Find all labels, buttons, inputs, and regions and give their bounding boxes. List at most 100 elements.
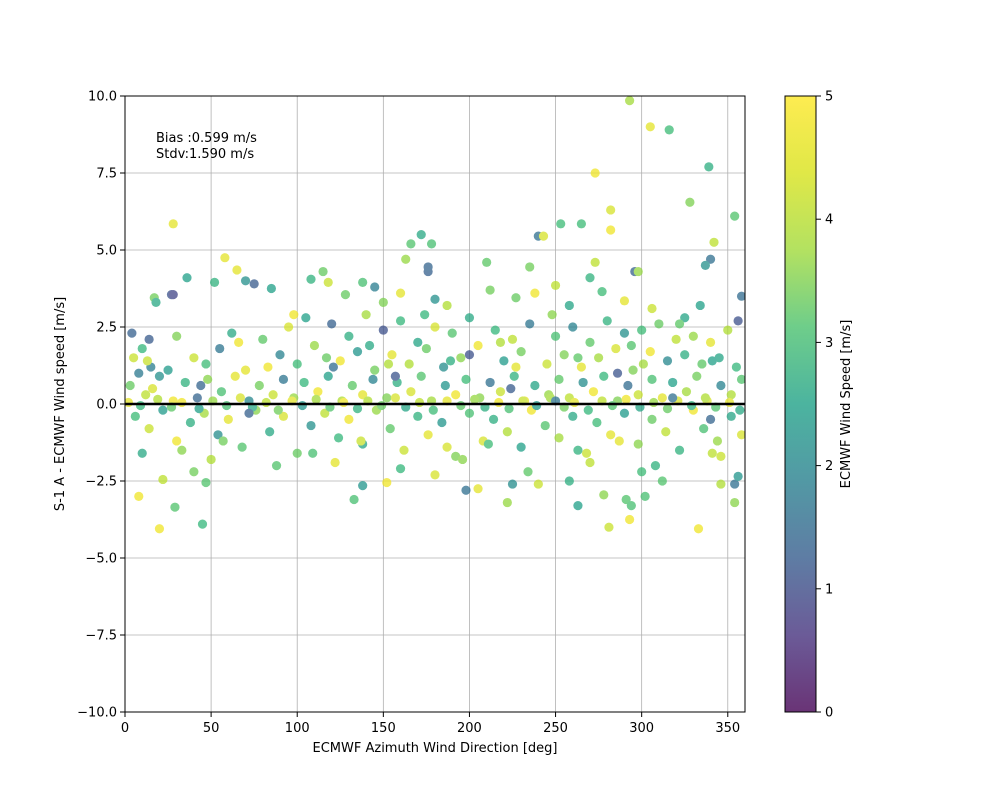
data-point bbox=[736, 291, 745, 301]
data-point bbox=[340, 290, 351, 300]
y-axis-ticks: 10.0 7.5 5.0 2.5 0.0 −2.5 −5.0 −7.5 −10.0 bbox=[77, 90, 125, 721]
data-point bbox=[258, 334, 268, 344]
data-point bbox=[569, 397, 580, 408]
data-point bbox=[196, 380, 206, 391]
data-point bbox=[299, 377, 309, 388]
data-point bbox=[712, 436, 723, 446]
data-point bbox=[414, 397, 425, 408]
data-point bbox=[292, 359, 302, 369]
data-point bbox=[576, 362, 586, 372]
data-point bbox=[705, 414, 716, 424]
data-point bbox=[649, 397, 659, 408]
data-point bbox=[705, 254, 716, 264]
data-point bbox=[189, 467, 199, 477]
data-point bbox=[153, 394, 163, 404]
y-tick-label: −2.5 bbox=[85, 475, 117, 490]
data-point bbox=[127, 328, 137, 338]
data-point bbox=[525, 262, 535, 272]
data-point bbox=[554, 374, 564, 384]
data-point bbox=[650, 461, 661, 471]
data-point bbox=[671, 334, 681, 344]
data-point bbox=[263, 362, 273, 372]
data-point bbox=[538, 231, 549, 241]
data-point bbox=[358, 277, 368, 287]
x-axis-label: ECMWF Azimuth Wind Direction [deg] bbox=[313, 741, 558, 756]
x-tick-label: 50 bbox=[203, 721, 220, 736]
data-point bbox=[507, 479, 518, 489]
data-point bbox=[284, 322, 294, 332]
data-point bbox=[733, 471, 743, 481]
data-point bbox=[323, 277, 333, 287]
data-point bbox=[368, 374, 378, 384]
data-point bbox=[647, 303, 657, 314]
data-point bbox=[533, 479, 543, 489]
data-point bbox=[654, 319, 664, 329]
data-point bbox=[614, 436, 624, 446]
data-point bbox=[289, 310, 299, 320]
data-point bbox=[172, 436, 182, 446]
data-point bbox=[421, 343, 431, 354]
y-tick-label: 10.0 bbox=[88, 90, 117, 105]
data-point bbox=[705, 337, 716, 347]
data-point bbox=[607, 400, 617, 411]
data-point bbox=[495, 387, 506, 397]
data-point bbox=[268, 390, 278, 400]
data-point bbox=[180, 377, 190, 388]
data-point bbox=[170, 502, 180, 512]
data-point bbox=[182, 273, 192, 283]
data-point bbox=[647, 374, 657, 384]
data-point bbox=[426, 239, 437, 249]
data-point bbox=[507, 334, 518, 344]
data-point bbox=[464, 408, 475, 418]
data-point bbox=[154, 371, 165, 381]
data-point bbox=[687, 400, 697, 411]
data-point bbox=[495, 337, 506, 347]
data-point bbox=[266, 283, 276, 294]
data-point bbox=[339, 397, 349, 408]
data-point bbox=[309, 340, 320, 351]
data-point bbox=[485, 377, 495, 388]
data-point bbox=[249, 279, 259, 289]
data-point bbox=[662, 356, 673, 366]
data-point bbox=[144, 424, 154, 434]
data-point bbox=[437, 417, 447, 428]
data-point bbox=[606, 430, 616, 440]
y-tick-label: 0.0 bbox=[96, 398, 117, 413]
data-points bbox=[125, 96, 745, 534]
data-point bbox=[626, 501, 636, 511]
data-point bbox=[395, 316, 406, 326]
data-point bbox=[234, 337, 244, 347]
data-point bbox=[206, 454, 216, 465]
data-point bbox=[590, 257, 600, 267]
data-point bbox=[585, 273, 595, 283]
data-point bbox=[736, 374, 745, 384]
data-point bbox=[297, 400, 307, 411]
x-tick-label: 250 bbox=[543, 721, 568, 736]
colorbar-tick-label: 0 bbox=[825, 706, 833, 721]
data-point bbox=[621, 494, 631, 505]
data-point bbox=[490, 325, 500, 335]
data-point bbox=[483, 439, 493, 449]
data-point bbox=[700, 260, 710, 270]
data-point bbox=[308, 448, 318, 458]
data-point bbox=[626, 340, 636, 351]
data-point bbox=[573, 353, 583, 363]
x-tick-label: 350 bbox=[715, 721, 740, 736]
data-point bbox=[413, 337, 423, 347]
data-point bbox=[201, 359, 211, 369]
data-point bbox=[502, 497, 512, 508]
data-point bbox=[488, 414, 499, 424]
data-point bbox=[244, 408, 254, 418]
data-point bbox=[523, 467, 533, 477]
data-point bbox=[142, 356, 152, 366]
data-point bbox=[335, 356, 345, 366]
x-tick-label: 150 bbox=[371, 721, 396, 736]
data-point bbox=[602, 316, 612, 326]
data-point bbox=[530, 380, 540, 391]
data-point bbox=[383, 359, 394, 369]
data-point bbox=[237, 442, 247, 452]
data-point bbox=[623, 380, 633, 391]
data-point bbox=[516, 347, 526, 357]
data-point bbox=[349, 494, 359, 505]
data-point bbox=[352, 347, 363, 357]
